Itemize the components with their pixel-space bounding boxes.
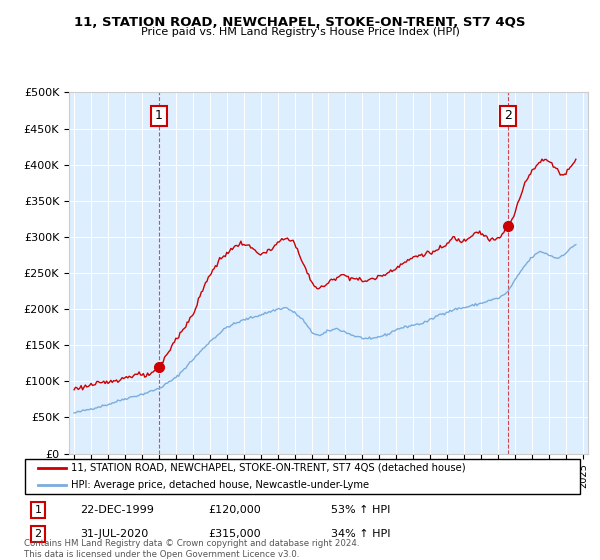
Text: Price paid vs. HM Land Registry's House Price Index (HPI): Price paid vs. HM Land Registry's House …: [140, 27, 460, 37]
Text: 2: 2: [504, 109, 512, 123]
Text: 11, STATION ROAD, NEWCHAPEL, STOKE-ON-TRENT, ST7 4QS (detached house): 11, STATION ROAD, NEWCHAPEL, STOKE-ON-TR…: [71, 463, 466, 473]
Text: £120,000: £120,000: [208, 505, 261, 515]
Text: 31-JUL-2020: 31-JUL-2020: [80, 529, 148, 539]
Text: 1: 1: [155, 109, 163, 123]
Text: 2: 2: [34, 529, 41, 539]
FancyBboxPatch shape: [25, 459, 580, 494]
Text: 22-DEC-1999: 22-DEC-1999: [80, 505, 154, 515]
Text: HPI: Average price, detached house, Newcastle-under-Lyme: HPI: Average price, detached house, Newc…: [71, 480, 370, 491]
Text: 11, STATION ROAD, NEWCHAPEL, STOKE-ON-TRENT, ST7 4QS: 11, STATION ROAD, NEWCHAPEL, STOKE-ON-TR…: [74, 16, 526, 29]
Text: Contains HM Land Registry data © Crown copyright and database right 2024.
This d: Contains HM Land Registry data © Crown c…: [24, 539, 359, 559]
Text: 53% ↑ HPI: 53% ↑ HPI: [331, 505, 390, 515]
Text: £315,000: £315,000: [208, 529, 261, 539]
Text: 1: 1: [34, 505, 41, 515]
Text: 34% ↑ HPI: 34% ↑ HPI: [331, 529, 391, 539]
